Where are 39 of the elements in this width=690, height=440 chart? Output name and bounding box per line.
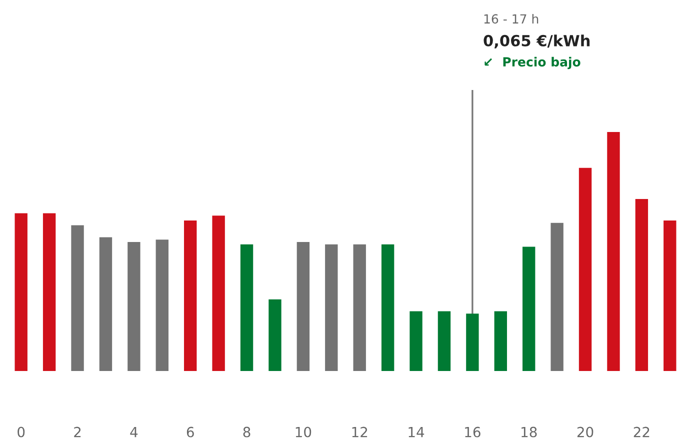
bar: [494, 311, 507, 371]
bar: [99, 237, 112, 371]
bar: [664, 220, 676, 371]
bar: [212, 216, 225, 371]
bar: [578, 168, 592, 371]
bar: [325, 244, 338, 371]
bar: [550, 222, 564, 371]
bar: [381, 244, 394, 371]
bar: [184, 220, 197, 371]
bar: [156, 240, 168, 371]
bar: [14, 213, 28, 371]
bar: [353, 244, 366, 371]
bar: [268, 299, 282, 371]
bar: [635, 198, 648, 371]
x-tick-label: 22: [634, 426, 650, 438]
bar: [42, 213, 56, 371]
bar: [71, 225, 84, 371]
bar: [607, 132, 620, 371]
bar: [466, 314, 479, 371]
x-tick-label: 12: [352, 426, 368, 438]
x-tick-label: 8: [243, 426, 250, 438]
x-tick-label: 2: [74, 426, 81, 438]
x-tick-label: 4: [130, 426, 138, 438]
x-tick-label: 18: [522, 426, 537, 438]
x-tick-label: 0: [18, 426, 25, 438]
bar: [410, 311, 422, 371]
bar: [296, 242, 310, 371]
text: ↙ Precio bajo: [484, 56, 580, 70]
bar: [240, 244, 254, 371]
text: 0,065 €/kWh: [484, 34, 590, 48]
x-tick-label: 20: [577, 426, 594, 438]
x-tick-label: 6: [186, 426, 194, 438]
bar: [128, 242, 140, 371]
x-tick-label: 10: [296, 426, 312, 438]
bar: [522, 246, 536, 371]
bar: [438, 311, 451, 371]
x-tick-label: 16: [465, 426, 480, 438]
text: 16 - 17 h: [484, 14, 538, 24]
x-tick-label: 14: [408, 426, 424, 438]
